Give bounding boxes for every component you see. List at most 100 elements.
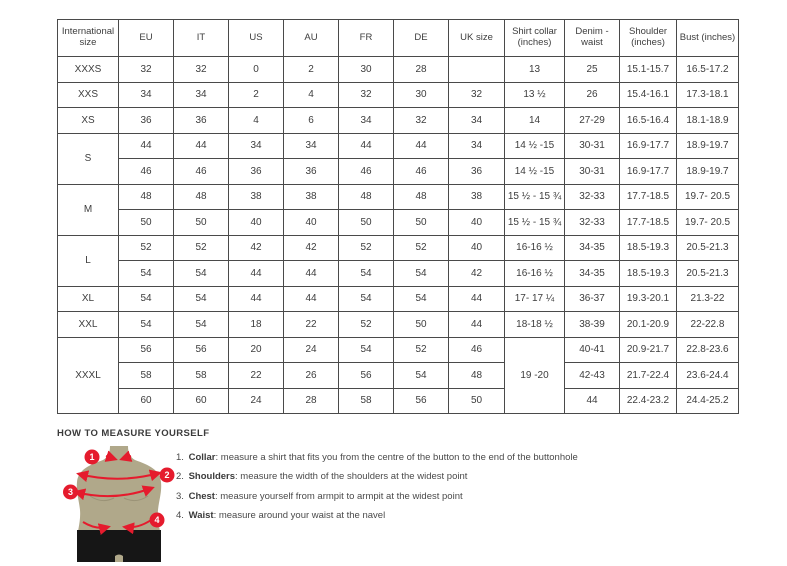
table-cell: 44 xyxy=(338,132,394,159)
table-cell: 42 xyxy=(228,234,284,261)
table-cell: 15 ½ - 15 ¾ xyxy=(504,209,565,236)
table-cell: 58 xyxy=(173,362,229,389)
table-cell: 26 xyxy=(564,81,620,108)
table-cell: 23.6-24.4 xyxy=(676,362,739,389)
table-cell: 14 ½ -15 xyxy=(504,158,565,185)
table-cell: 14 xyxy=(504,107,565,134)
table-cell: 16-16 ½ xyxy=(504,234,565,261)
table-cell: 48 xyxy=(448,362,505,389)
table-row: 60 60 24 28 58 56 50 44 22.4-23.2 24.4-25.2 xyxy=(58,387,739,414)
table-cell: 40 xyxy=(448,209,505,236)
table-cell: 54 xyxy=(338,336,394,363)
measurement-figure: 1 2 3 4 xyxy=(63,446,175,562)
table-cell: 4 xyxy=(283,81,339,108)
table-cell: 56 xyxy=(118,336,174,363)
table-cell: 16-16 ½ xyxy=(504,260,565,287)
table-cell: 52 xyxy=(338,311,394,338)
table-cell: 60 xyxy=(173,387,229,414)
table-cell: 34 xyxy=(283,132,339,159)
table-cell: 22.8-23.6 xyxy=(676,336,739,363)
table-cell: 24 xyxy=(283,336,339,363)
table-cell: 52 xyxy=(338,234,394,261)
table-cell: 34 xyxy=(228,132,284,159)
table-cell: 38 xyxy=(448,183,505,210)
table-cell: 28 xyxy=(283,387,339,414)
merged-cell: M xyxy=(57,183,119,236)
table-cell: 46 xyxy=(173,158,229,185)
instruction-text: : measure a shirt that fits you from the… xyxy=(215,452,578,463)
table-cell: 17.7-18.5 xyxy=(619,183,677,210)
table-row: XXL 54 54 18 22 52 50 44 18-18 ½ 38-39 20.1-20.9 22… xyxy=(57,311,739,338)
column-header: International size xyxy=(57,19,119,57)
table-cell: 50 xyxy=(118,209,174,236)
instruction-number: 3. xyxy=(176,490,184,502)
table-cell: 48 xyxy=(393,183,449,210)
instruction-label: Waist xyxy=(185,509,214,521)
table-cell: 54 xyxy=(173,285,229,312)
table-cell: 20 xyxy=(228,336,284,363)
table-cell: 32 xyxy=(118,56,174,83)
table-row: 46 46 36 36 46 46 36 14 ½ -15 30-31 16.9-17.7 18.9… xyxy=(58,158,739,185)
table-cell: 27-29 xyxy=(564,107,620,134)
table-cell: 56 xyxy=(393,387,449,414)
column-header: Denim - waist xyxy=(564,19,620,57)
table-cell: 16.9-17.7 xyxy=(619,158,677,185)
table-cell: 20.1-20.9 xyxy=(619,311,677,338)
measure-section-heading: HOW TO MEASURE YOURSELF xyxy=(57,428,210,439)
table-cell: 32-33 xyxy=(564,183,620,210)
column-header: Shoulder (inches) xyxy=(619,19,677,57)
table-cell: 30-31 xyxy=(564,158,620,185)
table-cell: 52 xyxy=(393,336,449,363)
table-cell: 25 xyxy=(564,56,620,83)
table-cell xyxy=(448,56,505,83)
table-cell: 14 ½ -15 xyxy=(504,132,565,159)
collar-arrow xyxy=(104,450,118,462)
table-cell: 18 xyxy=(228,311,284,338)
svg-text:3: 3 xyxy=(68,487,73,497)
table-cell: 32 xyxy=(338,81,394,108)
measure-instruction-item: 3. Chest: measure yourself from armpit t… xyxy=(176,487,736,506)
merged-cell: S xyxy=(57,132,119,185)
size-chart-body: XXXS 32 32 0 2 30 28 13 25 15.1-15.7 16.5-17.2 XXS 3… xyxy=(57,56,739,414)
table-cell: 40 xyxy=(283,209,339,236)
table-cell: 50 xyxy=(173,209,229,236)
table-cell: 4 xyxy=(228,107,284,134)
svg-text:4: 4 xyxy=(154,515,159,525)
table-cell: 15 ½ - 15 ¾ xyxy=(504,183,565,210)
measure-instructions: 1. Collar: measure a shirt that fits you… xyxy=(176,448,736,525)
table-cell: 26 xyxy=(283,362,339,389)
column-header: EU xyxy=(118,19,174,57)
column-header: Bust (inches) xyxy=(676,19,739,57)
table-cell: 19.7- 20.5 xyxy=(676,183,739,210)
table-cell: 34 xyxy=(118,81,174,108)
table-cell: 58 xyxy=(338,387,394,414)
table-cell: 44 xyxy=(283,285,339,312)
table-row: XXXL 56 56 20 24 54 52 46 19 -20 40-41 20.9-21.7 22… xyxy=(57,336,739,414)
table-cell: 52 xyxy=(393,234,449,261)
table-cell: 38 xyxy=(228,183,284,210)
table-row: S 44 44 34 34 44 44 34 14 ½ -15 30-31 16.9-17.7 18.… xyxy=(57,132,739,185)
table-cell: 54 xyxy=(173,260,229,287)
column-header: US xyxy=(228,19,284,57)
measure-instruction-item: 2. Shoulders: measure the width of the s… xyxy=(176,467,736,486)
collar-arrow xyxy=(119,450,133,462)
table-cell: 19.7- 20.5 xyxy=(676,209,739,236)
table-cell: 17- 17 ¼ xyxy=(504,285,565,312)
table-cell: 20.9-21.7 xyxy=(619,336,677,363)
table-cell: 44 xyxy=(448,311,505,338)
table-cell: 42-43 xyxy=(564,362,620,389)
instruction-text: : measure yourself from armpit to armpit… xyxy=(214,490,463,502)
table-cell: 18.5-19.3 xyxy=(619,234,677,261)
table-cell: 50 xyxy=(393,311,449,338)
table-cell: 38-39 xyxy=(564,311,620,338)
column-header: AU xyxy=(283,19,339,57)
instruction-number: 4. xyxy=(176,509,184,521)
instruction-text: : measure around your waist at the navel xyxy=(213,509,386,521)
table-row: 58 58 22 26 56 54 48 42-43 21.7-22.4 23.6-24.4 xyxy=(58,362,739,389)
header-row: International size EU IT US AU FR DE UK size Shi… xyxy=(57,19,739,57)
table-cell: 54 xyxy=(393,285,449,312)
table-cell: 13 ½ xyxy=(504,81,565,108)
badge-waist: 4 xyxy=(149,512,165,528)
table-cell: 42 xyxy=(283,234,339,261)
merged-cell: 19 -20 xyxy=(504,336,565,414)
